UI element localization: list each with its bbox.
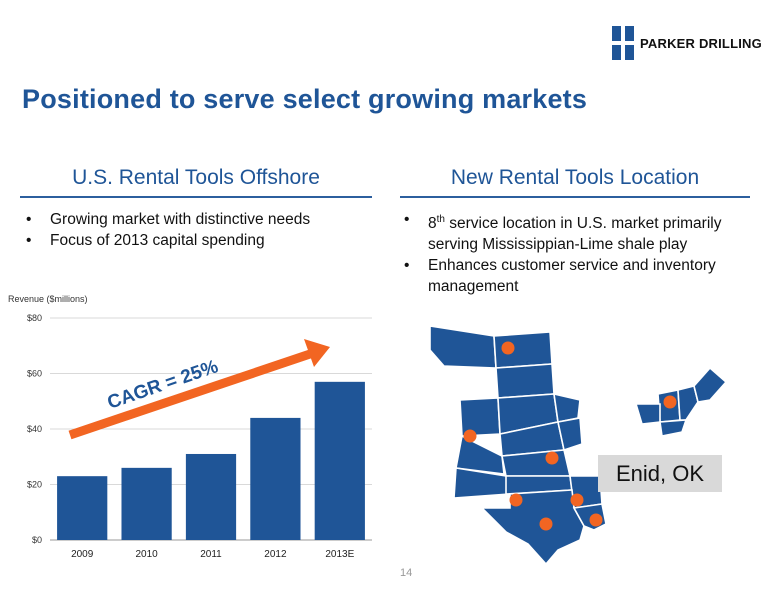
location-dot	[509, 493, 523, 507]
y-tick-label: $20	[27, 480, 42, 490]
enid-callout: Enid, OK	[598, 455, 722, 492]
x-tick-label: 2013E	[325, 549, 354, 560]
parker-drilling-logo-icon	[612, 26, 634, 60]
chart-ylabel: Revenue ($millions)	[8, 294, 88, 304]
right-bullet-list: 8th service location in U.S. market prim…	[400, 209, 745, 297]
bullet-text: service location in U.S. market primaril…	[428, 215, 722, 254]
location-dot	[663, 395, 677, 409]
location-dot	[463, 429, 477, 443]
bullet-number: 8	[428, 215, 437, 233]
left-bullet-list: Growing market with distinctive needs Fo…	[22, 209, 382, 251]
left-section-divider	[20, 196, 372, 198]
location-dot	[501, 341, 515, 355]
right-bullet-item: 8th service location in U.S. market prim…	[400, 209, 745, 255]
location-dot	[589, 513, 603, 527]
y-tick-label: $60	[27, 369, 42, 379]
us-map	[429, 325, 728, 566]
left-section-heading: U.S. Rental Tools Offshore	[72, 166, 320, 189]
central-states-map	[429, 325, 607, 566]
chart-bar	[250, 417, 301, 540]
northeast-states-map	[634, 366, 728, 437]
chart-bar	[121, 467, 172, 540]
parker-drilling-logo: PARKER DRILLING	[612, 26, 762, 60]
chart-bar	[57, 476, 108, 540]
chart-x-axis: 2009 2010 2011 2012 2013E	[71, 549, 355, 560]
right-bullet-item: Enhances customer service and inventory …	[400, 255, 745, 297]
revenue-bar-chart: Revenue ($millions) $0$20$40$60$80 2009 2…	[8, 294, 372, 560]
x-tick-label: 2010	[135, 549, 158, 560]
x-tick-label: 2012	[264, 549, 287, 560]
page-title: Positioned to serve select growing marke…	[22, 84, 588, 114]
chart-bar	[314, 381, 365, 540]
right-section-divider	[400, 196, 750, 198]
service-location-markers	[463, 341, 677, 531]
x-tick-label: 2011	[200, 549, 222, 560]
right-section-heading: New Rental Tools Location	[450, 166, 700, 189]
x-tick-label: 2009	[71, 549, 94, 560]
chart-bar	[185, 453, 237, 540]
y-tick-label: $40	[27, 424, 42, 434]
y-tick-label: $0	[32, 535, 42, 545]
chart-y-axis: $0 $20 $40 $60 $80	[27, 313, 42, 545]
left-bullet-item: Focus of 2013 capital spending	[22, 230, 382, 251]
bullet-superscript: th	[436, 214, 445, 225]
location-dot	[539, 517, 553, 531]
chart-bars	[57, 381, 365, 540]
page-number: 14	[400, 567, 413, 579]
location-dot	[545, 451, 559, 465]
location-dot	[570, 493, 584, 507]
cagr-arrow	[68, 339, 330, 440]
y-tick-label: $80	[27, 313, 42, 323]
logo-text: PARKER DRILLING	[640, 35, 762, 51]
left-bullet-item: Growing market with distinctive needs	[22, 209, 382, 230]
